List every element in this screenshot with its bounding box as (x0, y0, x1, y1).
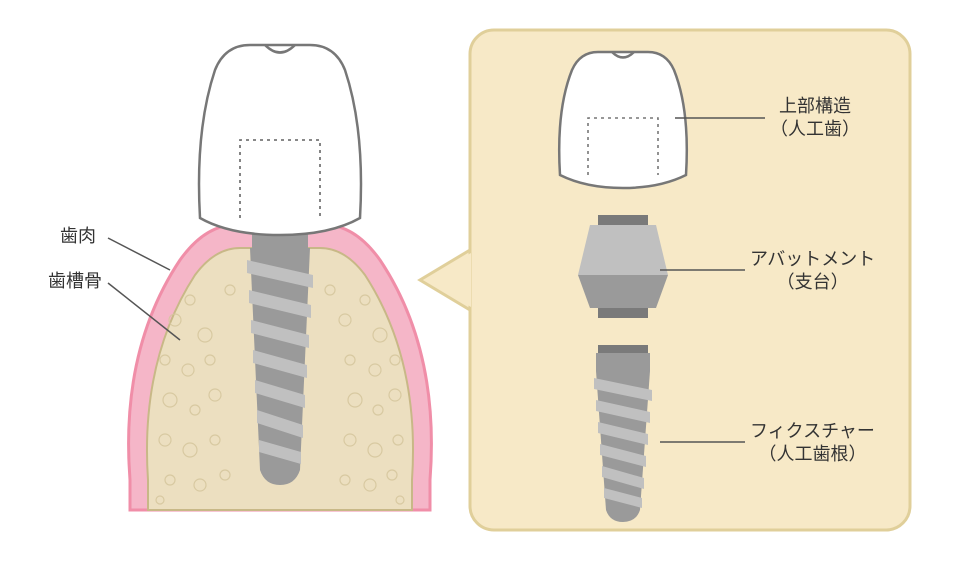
label-fixture: フィクスチャー （人工歯根） (750, 420, 875, 467)
diagram-root: 歯肉 歯槽骨 上部構造 （人工歯） アバットメント （支台） フィクスチャー （… (0, 0, 960, 562)
label-crown-sub: （人工歯） (770, 119, 860, 139)
label-gum: 歯肉 (60, 225, 96, 248)
label-crown: 上部構造 （人工歯） (770, 95, 860, 142)
label-crown-title: 上部構造 (779, 96, 851, 116)
embedded-crown (199, 45, 361, 235)
label-abutment: アバットメント （支台） (750, 248, 875, 295)
label-abutment-title: アバットメント (750, 249, 875, 269)
component-crown (559, 52, 687, 188)
label-abutment-sub: （支台） (777, 272, 849, 292)
label-fixture-sub: （人工歯根） (758, 444, 866, 464)
label-bone: 歯槽骨 (48, 270, 102, 293)
label-fixture-title: フィクスチャー (750, 421, 875, 441)
component-abutment (578, 215, 668, 318)
